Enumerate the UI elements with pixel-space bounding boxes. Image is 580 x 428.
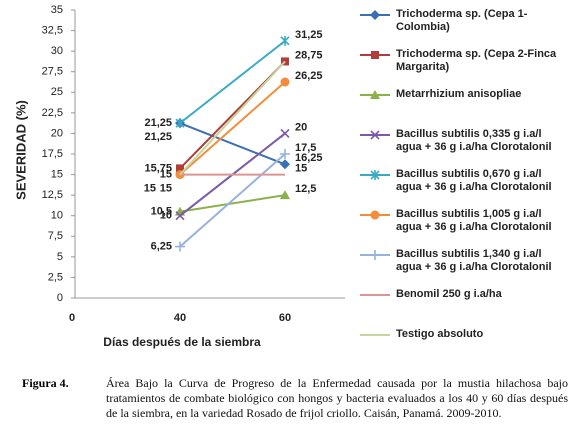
legend-marker xyxy=(370,90,380,99)
y-tick-label: 15 xyxy=(51,168,63,180)
legend-item: Testigo absoluto xyxy=(358,328,578,368)
y-tick-label: 35 xyxy=(51,4,63,16)
y-tick-label: 0 xyxy=(57,292,63,304)
data-label: 26,25 xyxy=(295,70,323,82)
y-tick-label: 22,5 xyxy=(42,107,63,119)
data-label: 17,5 xyxy=(295,142,316,154)
legend-key xyxy=(360,250,390,260)
data-label: 31,25 xyxy=(295,29,323,41)
y-tick-label: 2,5 xyxy=(48,271,63,283)
legend: Trichoderma sp. (Cepa 1-Colombia) Trichod… xyxy=(358,8,578,368)
legend-item: Trichoderma sp. (Cepa 1-Colombia) xyxy=(358,8,578,48)
legend-label: Benomil 250 g i.a/ha xyxy=(396,288,502,300)
legend-key xyxy=(360,51,390,59)
marker xyxy=(280,149,290,159)
legend-key xyxy=(360,294,390,296)
legend-item: Bacillus subtilis 1,005 g i.a/l agua + 3… xyxy=(358,208,578,248)
marker xyxy=(175,211,185,221)
y-tick-label: 12,5 xyxy=(42,189,63,201)
data-label: 6,25 xyxy=(151,240,172,252)
y-tick-label: 7,5 xyxy=(48,230,63,242)
legend-marker xyxy=(371,51,379,59)
x-tick-label: 60 xyxy=(279,312,291,324)
y-tick-label: 27,5 xyxy=(42,66,63,78)
data-label: 16,25 xyxy=(295,152,323,164)
chart: SEVERIDAD (%) Días después de la siembra… xyxy=(13,4,345,349)
legend-label: Bacillus subtilis 0,670 g i.a/l agua + 3… xyxy=(396,168,552,193)
caption-text: Área Bajo la Curva de Progreso de la Enf… xyxy=(106,376,568,420)
y-tick-label: 30 xyxy=(51,45,63,57)
series-line xyxy=(179,60,286,176)
y-tick-label: 20 xyxy=(51,127,63,139)
legend-label: Bacillus subtilis 0,335 g i.a/l agua + 3… xyxy=(396,128,552,153)
series-line xyxy=(179,40,286,124)
y-tick-label: 10 xyxy=(51,210,63,222)
data-label: 20 xyxy=(295,121,307,133)
series-line xyxy=(179,153,286,248)
legend-item: Metarrhizium anisopliae xyxy=(358,88,578,128)
legend-key xyxy=(360,90,390,99)
series-line xyxy=(179,194,286,213)
x-axis-title: Días después de la siembra xyxy=(103,335,261,349)
legend-item: Benomil 250 g i.a/ha xyxy=(358,288,578,328)
marker xyxy=(280,35,290,46)
marker xyxy=(175,118,185,129)
marker xyxy=(280,128,290,138)
x-tick-label: 0 xyxy=(69,312,75,324)
data-label: 21,25 xyxy=(144,117,172,129)
legend-key xyxy=(360,334,390,336)
data-label: 10,5 xyxy=(151,206,172,218)
series-line xyxy=(179,122,286,166)
legend-label: Trichoderma sp. (Cepa 1-Colombia) xyxy=(396,8,528,33)
legend-key xyxy=(360,170,390,180)
y-tick-label: 32,5 xyxy=(42,24,63,36)
marker xyxy=(280,190,290,200)
legend-item: Bacillus subtilis 0,670 g i.a/l agua + 3… xyxy=(358,168,578,208)
data-label: 15 xyxy=(160,168,172,180)
x-tick-label: 40 xyxy=(174,312,186,324)
legend-key xyxy=(360,130,390,140)
y-tick-label: 5 xyxy=(57,251,63,263)
legend-item: Trichoderma sp. (Cepa 2-Finca Margarita) xyxy=(358,48,578,88)
legend-label: Testigo absoluto xyxy=(396,328,484,340)
y-axis-title: SEVERIDAD (%) xyxy=(13,100,28,200)
data-label: 15 xyxy=(295,162,307,174)
legend-marker xyxy=(370,210,380,220)
legend-marker xyxy=(370,130,380,140)
legend-label: Trichoderma sp. (Cepa 2-Finca Margarita) xyxy=(396,48,557,73)
caption-label: Figura 4. xyxy=(22,376,69,390)
data-label: 15 xyxy=(144,182,156,194)
marker xyxy=(280,77,290,87)
legend-label: Bacillus subtilis 1,005 g i.a/l agua + 3… xyxy=(396,208,552,233)
legend-key xyxy=(360,10,390,20)
legend-marker xyxy=(370,10,380,20)
series-line xyxy=(179,81,286,176)
y-tick-label: 17,5 xyxy=(42,148,63,160)
marker xyxy=(175,241,185,252)
data-label: 28,75 xyxy=(295,49,323,61)
legend-label: Metarrhizium anisopliae xyxy=(396,88,522,100)
data-label: 15 xyxy=(160,182,172,194)
data-label: 12,5 xyxy=(295,183,316,195)
legend-label: Bacillus subtilis 1,340 g i.a/l agua + 3… xyxy=(396,248,552,273)
y-tick-label: 25 xyxy=(51,86,63,98)
marker xyxy=(280,159,290,170)
data-label: 15,75 xyxy=(144,162,172,174)
data-label: 21,25 xyxy=(144,131,172,143)
legend-marker xyxy=(370,250,380,260)
legend-item: Bacillus subtilis 0,335 g i.a/l agua + 3… xyxy=(358,128,578,168)
marker xyxy=(176,164,184,173)
legend-key xyxy=(360,210,390,220)
data-label: 10 xyxy=(160,210,172,222)
legend-item: Bacillus subtilis 1,340 g i.a/l agua + 3… xyxy=(358,248,578,288)
legend-marker xyxy=(370,170,380,180)
